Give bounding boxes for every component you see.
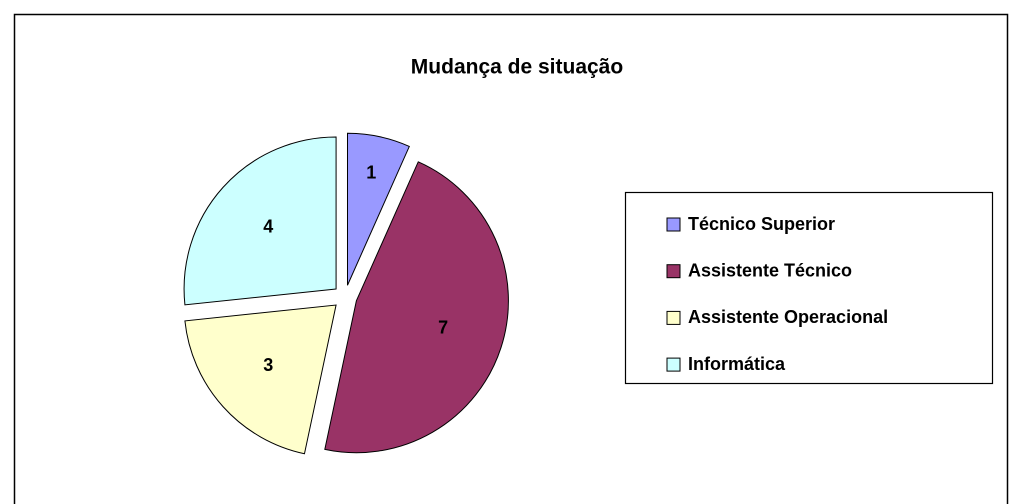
legend-swatch [666,264,681,279]
legend-swatch [666,310,681,325]
pie-slice [183,136,337,306]
data-label: 7 [438,318,448,338]
legend-swatch [666,217,681,232]
legend-swatch [666,357,681,372]
data-label: 3 [263,355,273,375]
pie-slice [184,304,337,455]
data-label: 4 [263,217,273,237]
data-label: 1 [366,163,376,183]
pie-slice [346,132,410,286]
legend-label: Assistente Operacional [688,307,888,327]
pie-slice [324,161,509,454]
legend-label: Técnico Superior [688,214,835,234]
legend-label: Informática [688,354,786,374]
chart-title: Mudança de situação [411,56,623,79]
legend-box [624,191,994,385]
legend-label: Assistente Técnico [688,260,852,280]
